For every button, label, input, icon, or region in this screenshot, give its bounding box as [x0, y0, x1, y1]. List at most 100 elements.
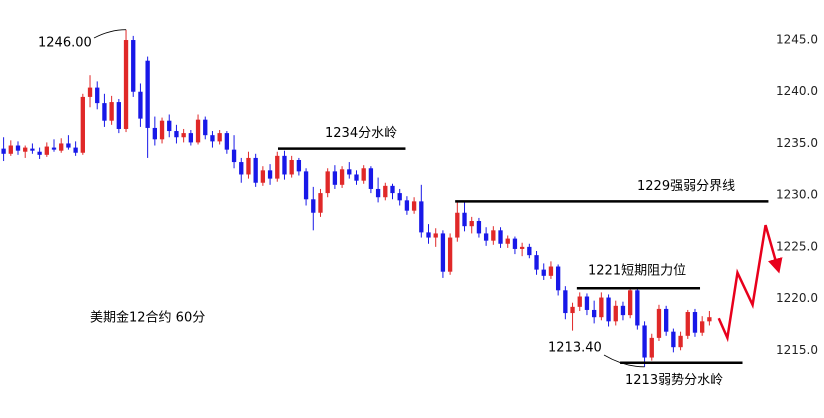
candle-body	[289, 159, 294, 175]
candle-body	[102, 103, 107, 121]
candle-body	[303, 171, 309, 200]
candle-body	[44, 146, 49, 155]
candle-body	[51, 147, 57, 150]
candle-body	[246, 157, 251, 175]
candle-body	[339, 169, 345, 185]
candle-body	[152, 127, 157, 140]
chart-title: 美期金12合约 60分	[90, 310, 205, 326]
y-tick-label: 1215.0	[776, 343, 818, 357]
candle-body	[8, 145, 13, 154]
candle-body	[181, 133, 186, 138]
candle-body	[311, 199, 316, 213]
candle-body	[1, 148, 6, 154]
candle-body	[534, 255, 539, 270]
candle-body	[195, 119, 201, 143]
candle-body	[591, 309, 597, 318]
candle-body	[174, 131, 179, 138]
candle-body	[404, 200, 410, 211]
candle-body	[296, 159, 302, 172]
candle-body	[383, 185, 388, 198]
candle-body	[512, 238, 518, 249]
candle-body	[109, 102, 114, 121]
candle-body	[447, 237, 453, 272]
candle-body	[354, 174, 359, 181]
note-leader	[603, 354, 645, 368]
candle-body	[332, 171, 338, 185]
candle-body	[87, 87, 93, 97]
candle-body	[469, 221, 474, 227]
level-label: 1234分水岭	[325, 126, 397, 141]
level-label: 1229强弱分界线	[637, 179, 735, 194]
candle-body	[224, 133, 230, 150]
level-label: 1221短期阻力位	[588, 264, 686, 279]
candle-body	[570, 306, 575, 314]
candle-body	[95, 87, 100, 104]
candle-body	[678, 335, 683, 348]
candle-body	[700, 321, 705, 333]
candle-body	[80, 96, 85, 153]
price-note: 1213.40	[548, 341, 602, 356]
y-tick-label: 1240.0	[776, 84, 818, 98]
candle-body	[707, 317, 712, 322]
candle-body	[692, 312, 698, 333]
candle-body	[267, 170, 273, 179]
candle-body	[548, 266, 554, 276]
candle-body	[649, 337, 654, 358]
candle-body	[685, 312, 690, 336]
level-label: 1213弱势分水岭	[625, 372, 723, 388]
candle-body	[628, 290, 633, 316]
candle-body	[368, 168, 374, 189]
candle-body	[66, 143, 71, 148]
candle-body	[462, 212, 467, 227]
candle-body	[498, 230, 503, 244]
note-leader	[93, 29, 127, 39]
candle-body	[606, 297, 611, 322]
y-tick-label: 1225.0	[776, 239, 818, 253]
candle-body	[231, 149, 237, 163]
y-tick-label: 1230.0	[776, 188, 818, 202]
y-tick-label: 1235.0	[776, 136, 818, 150]
candle-body	[397, 193, 402, 201]
candle-body	[145, 60, 150, 128]
candle-body	[656, 308, 662, 338]
candle-body	[584, 296, 590, 310]
candle-body	[519, 246, 525, 249]
candle-body	[419, 201, 424, 233]
candle-body	[390, 185, 395, 194]
candle-body	[483, 233, 489, 241]
candle-body	[217, 133, 222, 142]
candle-body	[123, 40, 129, 129]
candle-body	[411, 201, 417, 211]
candle-body	[642, 325, 647, 358]
candle-body	[361, 168, 366, 181]
candle-body	[37, 151, 42, 155]
candle-body	[620, 305, 626, 316]
candle-body	[30, 148, 35, 151]
candle-body	[505, 238, 510, 244]
candle-body	[167, 120, 172, 132]
forecast-path	[717, 224, 783, 343]
candle-body	[15, 145, 21, 151]
candle-body	[59, 143, 64, 151]
candle-body	[577, 296, 582, 307]
candle-body	[440, 233, 446, 272]
candle-body	[116, 102, 121, 129]
candle-body	[563, 290, 568, 314]
candle-body	[260, 170, 266, 183]
candle-body	[347, 169, 352, 175]
candle-body	[491, 230, 496, 241]
candle-body	[131, 40, 136, 92]
candle-body	[159, 120, 165, 140]
candle-body	[541, 269, 546, 276]
candle-body	[613, 305, 618, 322]
candle-body	[375, 188, 381, 198]
price-note: 1246.00	[38, 36, 92, 51]
candle-body	[433, 233, 438, 238]
y-tick-label: 1245.0	[776, 33, 818, 47]
candle-body	[210, 135, 215, 142]
candle-body	[239, 162, 244, 175]
candle-body	[203, 119, 208, 136]
candle-body	[555, 266, 561, 291]
candle-body	[664, 308, 669, 332]
